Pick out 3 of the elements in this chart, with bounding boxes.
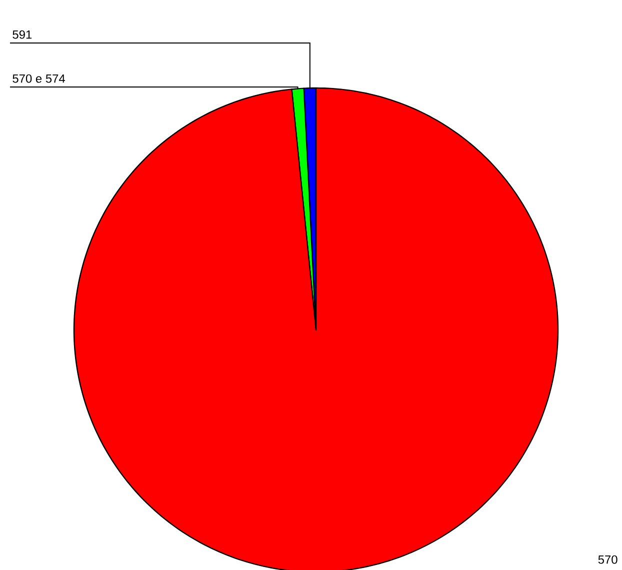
slice-label: 591 [12, 30, 32, 39]
slice-label: 570 [598, 555, 618, 564]
slice-label: 570 e 574 [12, 74, 66, 83]
